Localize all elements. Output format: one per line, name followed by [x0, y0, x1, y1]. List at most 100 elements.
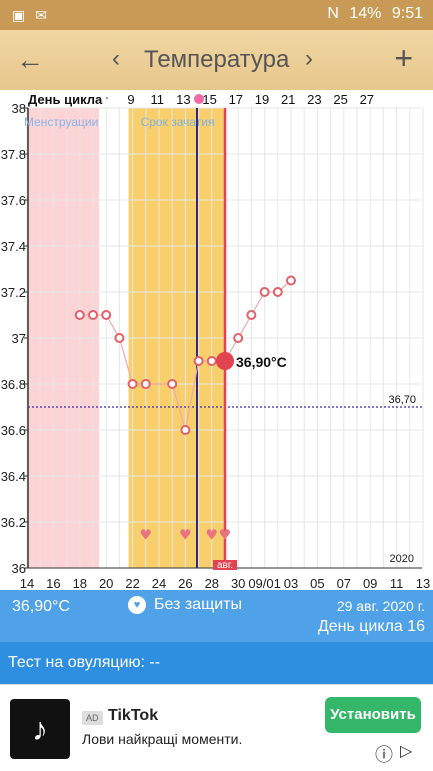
data-point [272, 287, 283, 297]
x-tick-label: 13 [416, 576, 430, 590]
cycle-tick-mark: ' [106, 96, 108, 107]
heart-icon: ♥ [128, 596, 146, 614]
protection-status: ♥ Без защиты [128, 596, 242, 614]
heart-icon: ♥ [179, 528, 192, 544]
status-bar: ▣✉ N 14% 9:51 [0, 0, 433, 30]
data-point [167, 379, 178, 389]
x-tick-label: 16 [46, 576, 60, 590]
signal-indicator: N [327, 5, 339, 22]
summary-date: 29 авг. 2020 г. [336, 598, 425, 614]
install-button[interactable]: Установить [325, 697, 421, 733]
selected-day-tag [213, 560, 237, 570]
cycle-tick-label: 17 [229, 92, 243, 107]
x-tick-label: 22 [125, 576, 139, 590]
series-segment [184, 360, 200, 431]
adchoices-icon[interactable]: ▷ [400, 743, 413, 760]
cycle-tick-label: 25 [333, 92, 347, 107]
x-tick-label: 03 [284, 576, 298, 590]
data-point [101, 310, 112, 320]
series-segment [118, 337, 134, 385]
y-tick-label: 36 [12, 561, 26, 576]
battery-level: 14% [349, 5, 382, 22]
series-segment [171, 383, 186, 431]
clock: 9:51 [391, 5, 423, 22]
data-point [246, 310, 257, 320]
cycle-tick-label: 13 [176, 92, 190, 107]
x-tick-label: 24 [152, 576, 166, 590]
temperature-chart[interactable]: 38 37.8 37.6 37.4 37.2 37 36.8 36.6 36.4 36.2 36 Ме… [0, 90, 433, 590]
heart-icon: ♥ [219, 528, 232, 544]
chevron-right-icon[interactable]: › [305, 45, 313, 72]
menstruation-label: Менструации [24, 115, 98, 129]
year-label: 2020 [390, 553, 414, 565]
x-tick-label: 20 [99, 576, 113, 590]
ad-tag: AD [82, 711, 103, 725]
x-tick-label: 14 [20, 576, 34, 590]
data-point [206, 356, 217, 366]
y-tick-label: 36.8 [1, 377, 26, 392]
notification-icons: ▣✉ [12, 7, 57, 23]
data-point [233, 333, 244, 343]
back-arrow-icon[interactable]: ← [16, 44, 44, 75]
x-tick-label: 28 [205, 576, 219, 590]
heart-icon: ♥ [206, 528, 219, 544]
cycle-tick-label: 23 [307, 92, 321, 107]
y-tick-label: 36.2 [1, 515, 26, 530]
ad-description: Лови найкращі моменти. [82, 731, 243, 747]
heart-icon: ♥ [140, 528, 153, 544]
y-tick-label: 36.4 [1, 469, 26, 484]
data-point [193, 356, 204, 366]
cycle-tick-label: 15 [202, 92, 216, 107]
day-summary[interactable]: 36,90°C ♥ Без защиты 29 авг. 2020 г. Ден… [0, 590, 433, 642]
info-icon[interactable]: ⓘ [375, 745, 393, 765]
data-point [180, 425, 191, 435]
y-tick-label: 37.4 [1, 239, 26, 254]
data-point [127, 379, 138, 389]
y-tick-label: 36.6 [1, 423, 26, 438]
ovulation-test-row[interactable]: Тест на овуляцию: -- [0, 642, 433, 684]
tiktok-logo-icon: ♪ [10, 699, 70, 759]
summary-cycle-day: День цикла 16 [317, 618, 425, 635]
fertile-label: Срок зачатия [141, 115, 215, 129]
y-tick-label: 37.8 [1, 147, 26, 162]
x-tick-label: 09 [363, 576, 377, 590]
data-point [88, 310, 98, 320]
selected-day-tag-label: авг. [217, 560, 233, 571]
y-tick-label: 38 [12, 101, 26, 116]
protection-label: Без защиты [154, 596, 242, 613]
ad-app-name: TikTok [108, 707, 159, 724]
cycle-tick-label: 21 [281, 92, 295, 107]
x-tick-label: 26 [178, 576, 192, 590]
data-point [74, 310, 85, 320]
chevron-left-icon[interactable]: ‹ [112, 45, 120, 72]
cycle-tick-label: 27 [360, 92, 374, 107]
coverline-label: 36,70 [388, 394, 416, 406]
app-bar: ← ‹ Температура › + [0, 30, 433, 90]
selected-value-label: 36,90°C [236, 354, 287, 370]
add-icon[interactable]: + [394, 40, 413, 76]
page-title: Температура [144, 46, 290, 73]
ovulation-test-label: Тест на овуляцию: -- [8, 654, 161, 671]
x-tick-label: 18 [73, 576, 87, 590]
today-dot [194, 94, 204, 104]
x-tick-label: 09/01 [248, 576, 281, 590]
data-point [140, 379, 151, 389]
data-point [286, 275, 296, 286]
data-point [114, 333, 125, 343]
summary-temperature: 36,90°C [12, 598, 70, 615]
cycle-tick-label: 19 [255, 92, 269, 107]
y-tick-label: 37 [12, 331, 26, 346]
x-tick-label: 07 [337, 576, 351, 590]
cycle-tick-label: 11 [150, 92, 164, 107]
x-tick-label: 05 [310, 576, 324, 590]
cycle-tick-label: 9 [127, 92, 134, 107]
x-tick-label: 11 [390, 576, 404, 590]
cycle-day-axis-label: День цикла [28, 92, 103, 107]
ad-banner[interactable]: ♪ AD TikTok Лови найкращі моменти. Устан… [0, 684, 433, 771]
selected-data-point [216, 352, 234, 370]
y-tick-label: 37.2 [1, 285, 26, 300]
status-right: N 14% 9:51 [321, 5, 423, 23]
data-point [259, 287, 270, 297]
y-tick-label: 37.6 [1, 193, 26, 208]
x-tick-label: 30 [231, 576, 245, 590]
